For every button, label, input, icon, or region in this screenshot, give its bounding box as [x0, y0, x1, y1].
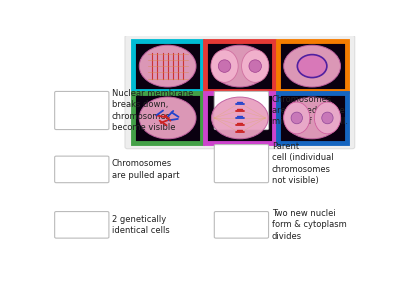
Ellipse shape — [139, 45, 196, 87]
Ellipse shape — [297, 55, 327, 78]
Ellipse shape — [211, 50, 238, 82]
FancyBboxPatch shape — [214, 92, 268, 130]
Ellipse shape — [212, 45, 268, 87]
Ellipse shape — [139, 97, 196, 139]
FancyBboxPatch shape — [125, 35, 355, 149]
Text: Nuclear membrane
breaks down,
chromosomes
become visible: Nuclear membrane breaks down, chromosome… — [112, 89, 193, 132]
FancyBboxPatch shape — [132, 40, 203, 92]
Text: 2 genetically
identical cells: 2 genetically identical cells — [112, 214, 170, 235]
Ellipse shape — [291, 112, 302, 124]
Ellipse shape — [314, 102, 340, 134]
Ellipse shape — [284, 102, 310, 134]
FancyBboxPatch shape — [214, 212, 268, 238]
Text: Chromosomes
are moved to the
middle of the cell.: Chromosomes are moved to the middle of t… — [272, 94, 348, 126]
Text: Chromosomes
are pulled apart: Chromosomes are pulled apart — [112, 159, 180, 180]
FancyBboxPatch shape — [214, 145, 268, 183]
Ellipse shape — [284, 97, 340, 139]
Ellipse shape — [212, 97, 268, 139]
Ellipse shape — [284, 45, 340, 87]
FancyBboxPatch shape — [55, 156, 109, 183]
Ellipse shape — [242, 50, 269, 82]
Text: Parent
cell (individual
chromosomes
not visible): Parent cell (individual chromosomes not … — [272, 142, 333, 185]
Ellipse shape — [218, 60, 231, 72]
FancyBboxPatch shape — [277, 92, 348, 143]
Ellipse shape — [322, 112, 333, 124]
Text: Two new nuclei
form & cytoplasm
divides: Two new nuclei form & cytoplasm divides — [272, 209, 346, 241]
Ellipse shape — [249, 60, 262, 72]
FancyBboxPatch shape — [204, 92, 275, 143]
FancyBboxPatch shape — [55, 212, 109, 238]
FancyBboxPatch shape — [132, 92, 203, 143]
FancyBboxPatch shape — [204, 40, 275, 92]
FancyBboxPatch shape — [55, 92, 109, 130]
FancyBboxPatch shape — [277, 40, 348, 92]
